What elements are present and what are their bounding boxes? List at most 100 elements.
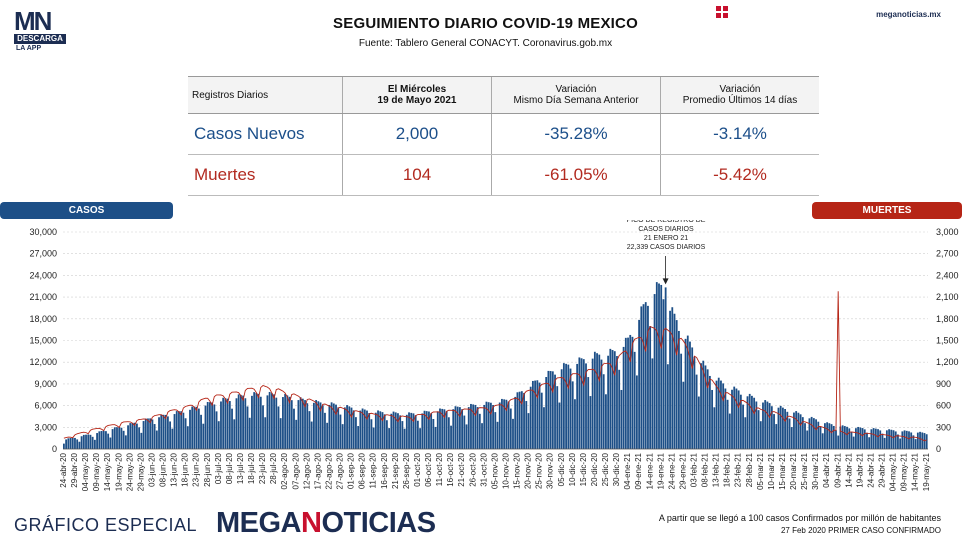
x-tick-label: 20-mar-21 (789, 452, 798, 489)
x-tick-label: 03-feb-21 (690, 452, 699, 487)
casos-bar (753, 397, 756, 449)
casos-bar (861, 428, 864, 449)
casos-bar (284, 393, 287, 449)
casos-bar (443, 409, 446, 449)
casos-bar (264, 417, 267, 449)
site-url[interactable]: meganoticias.mx (876, 10, 941, 19)
casos-bar (746, 396, 749, 449)
casos-bar (795, 411, 798, 449)
x-tick-label: 05-mar-21 (756, 452, 765, 489)
x-tick-label: 12-ago-20 (302, 452, 311, 489)
casos-bar (233, 419, 236, 449)
casos-bar (244, 398, 247, 449)
casos-bar (863, 429, 866, 449)
x-tick-label: 13-jul-20 (236, 452, 245, 484)
left-tick-label: 18,000 (29, 314, 57, 324)
x-tick-label: 26-sep-20 (402, 452, 411, 489)
casos-bar (169, 421, 171, 449)
x-tick-label: 07-ago-20 (291, 452, 300, 489)
casos-bar (545, 377, 548, 449)
casos-bar (638, 319, 640, 449)
x-tick-label: 14-ene-21 (645, 452, 654, 489)
casos-bar (222, 397, 225, 449)
casos-bar (434, 426, 437, 449)
cases-var-week: -35.28% (491, 113, 661, 155)
casos-bar (503, 399, 506, 449)
casos-bar (689, 341, 691, 449)
casos-bar (613, 351, 616, 449)
casos-bar (726, 399, 729, 449)
casos-bar (706, 369, 709, 449)
casos-bar (332, 403, 335, 449)
casos-bar (662, 299, 665, 449)
casos-bar (315, 400, 318, 449)
x-tick-label: 05-dic-20 (557, 452, 566, 486)
casos-bar (779, 405, 782, 449)
x-tick-label: 26-oct-20 (468, 452, 477, 486)
muertes-legend-pill: MUERTES (812, 202, 962, 219)
casos-bar (308, 411, 311, 449)
casos-bar (191, 406, 194, 449)
casos-bar (459, 407, 461, 449)
casos-legend-pill: CASOS (0, 202, 173, 219)
casos-bar (872, 428, 875, 449)
casos-bar (815, 419, 817, 449)
x-tick-label: 29-abr-21 (878, 452, 887, 487)
x-tick-label: 17-ago-20 (313, 452, 322, 489)
left-tick-label: 12,000 (29, 357, 57, 367)
logo-app-label: LA APP (16, 45, 42, 52)
casos-bar (116, 427, 118, 449)
casos-bar (704, 365, 707, 449)
x-tick-label: 01-sep-20 (347, 452, 356, 489)
x-tick-label: 24-ene-21 (667, 452, 676, 489)
casos-bar (759, 421, 762, 449)
x-tick-label: 15-dic-20 (579, 452, 588, 486)
casos-bar (98, 431, 101, 449)
brand-wordmark-b: OTICIAS (321, 507, 436, 539)
x-tick-label: 03-jun-20 (148, 452, 157, 486)
casos-bar (708, 375, 711, 449)
casos-bar (520, 391, 523, 449)
casos-bar (149, 418, 152, 449)
casos-bar (377, 410, 379, 449)
casos-bar (859, 427, 862, 449)
left-tick-label: 24,000 (29, 270, 57, 280)
casos-bar (226, 398, 229, 449)
casos-bar (755, 401, 758, 449)
x-tick-label: 04-may-20 (81, 452, 90, 491)
x-tick-label: 30-nov-20 (546, 452, 555, 489)
casos-bar (624, 337, 627, 449)
casos-bar (870, 429, 873, 449)
casos-bar (251, 395, 253, 449)
x-tick-label: 25-mar-21 (800, 452, 809, 489)
casos-bar (467, 407, 470, 449)
casos-bar (306, 403, 309, 449)
casos-bar (180, 411, 183, 449)
casos-bar (432, 419, 435, 449)
casos-bar (483, 404, 486, 449)
casos-bar (627, 337, 629, 449)
grid-icon[interactable] (716, 6, 728, 18)
casos-bar (549, 371, 552, 449)
casos-bar (567, 364, 570, 449)
casos-bar (209, 402, 211, 449)
x-tick-label: 06-sep-20 (358, 452, 367, 489)
x-tick-label: 19-may-20 (114, 452, 123, 491)
casos-bar (80, 436, 83, 449)
casos-bar (248, 417, 251, 449)
right-tick-label: 3,000 (936, 227, 959, 237)
casos-bar (658, 283, 660, 449)
casos-bar (321, 405, 324, 449)
casos-bar (355, 417, 357, 449)
casos-bar (770, 406, 773, 449)
casos-bar (903, 430, 906, 449)
x-tick-label: 15-mar-21 (778, 452, 787, 489)
casos-bar (797, 412, 800, 449)
casos-bar (835, 430, 837, 449)
casos-bar (445, 411, 448, 449)
left-tick-label: 0 (52, 444, 57, 454)
casos-bar (711, 389, 714, 449)
casos-bar (509, 408, 512, 449)
casos-bar (310, 421, 313, 449)
casos-bar (113, 427, 116, 449)
